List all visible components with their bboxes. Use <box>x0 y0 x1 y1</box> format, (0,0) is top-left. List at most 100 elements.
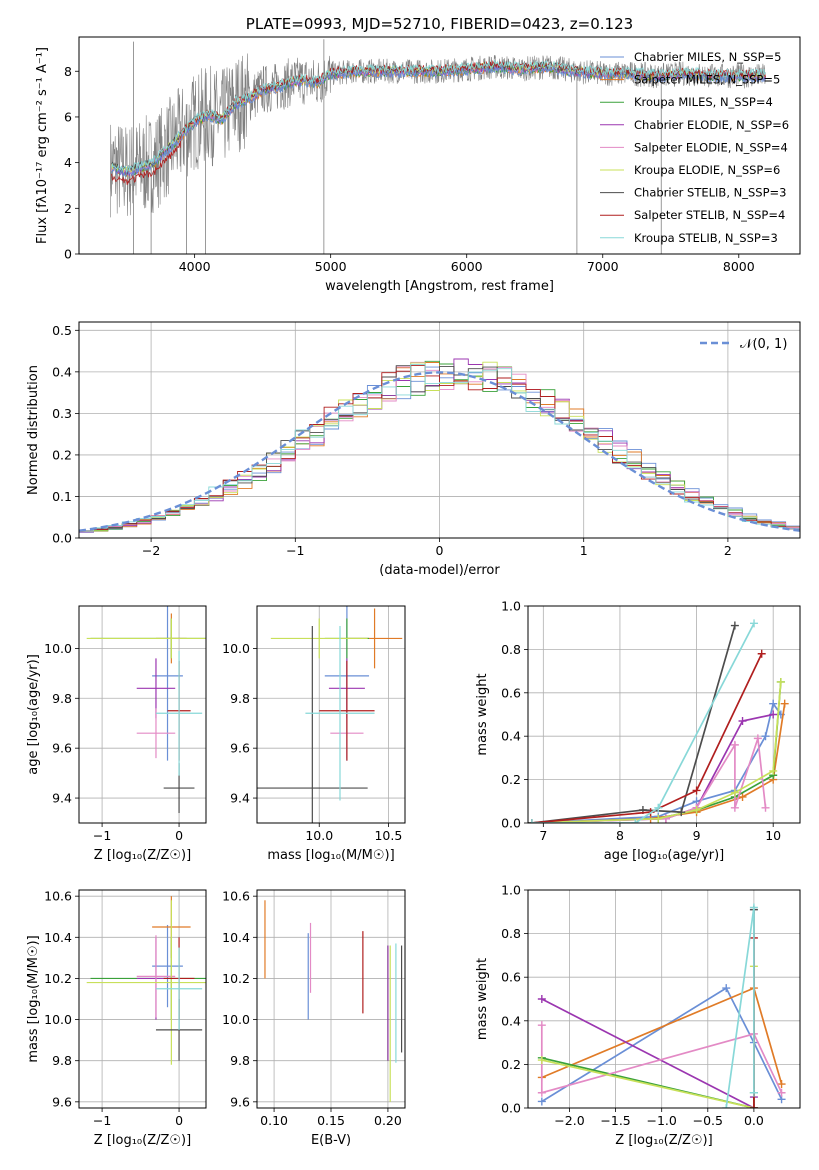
x-tick-label: 8000 <box>723 259 755 274</box>
y-tick-label: 9.8 <box>230 1053 250 1068</box>
axes-frame <box>78 605 207 824</box>
y-tick-label: 10.6 <box>44 889 72 904</box>
x-tick-label: −2 <box>142 543 160 558</box>
plot-area <box>528 619 789 823</box>
y-tick-label: 0.2 <box>52 447 72 462</box>
weight-marker <box>749 1088 758 1097</box>
weight-marker <box>749 1104 758 1108</box>
x-tick-label: 10 <box>765 828 781 843</box>
x-tick-label: 5000 <box>315 259 347 274</box>
weight-marker <box>777 1088 786 1097</box>
x-tick-label: 4000 <box>179 259 211 274</box>
weight-series-7 <box>531 653 763 823</box>
weight-marker <box>661 814 670 823</box>
panel-age-vs-Z: −1 0 9.4 9.6 9.8 10.0 Z [log₁₀(Z/Z☉)] age [log₁… <box>26 605 207 863</box>
y-tick-label: 9.8 <box>52 691 72 706</box>
weight-marker <box>654 803 663 812</box>
y-tick-label: 9.6 <box>230 1094 250 1109</box>
y-tick-label: 0.0 <box>501 816 521 831</box>
legend-entry: Salpeter MILES, N_SSP=5 <box>634 73 780 87</box>
legend-entry: Kroupa ELODIE, N_SSP=6 <box>634 163 780 177</box>
y-tick-label: 9.6 <box>230 741 250 756</box>
x-tick-label: 2 <box>724 543 732 558</box>
weight-marker <box>537 1056 546 1065</box>
legend-entry: Chabrier MILES, N_SSP=5 <box>634 50 781 64</box>
panel-spectrum: 4000 5000 6000 7000 8000 0 2 4 6 8 wavelength [Ang… <box>35 15 801 294</box>
x-tick-label: 0 <box>436 543 444 558</box>
weight-marker <box>692 805 701 814</box>
y-tick-label: 4 <box>64 155 72 170</box>
weight-marker <box>769 710 778 719</box>
x-axis-label: wavelength [Angstrom, rest frame] <box>325 279 554 294</box>
model-spectrum-8 <box>111 60 766 173</box>
y-tick-label: 10.0 <box>222 641 250 656</box>
panel-mass-vs-EBV: 0.10 0.15 0.20 9.6 9.8 10.0 10.2 10.4 10.6 E(B-V) <box>222 889 406 1148</box>
weight-marker <box>738 717 747 726</box>
weight-marker <box>776 677 785 686</box>
y-tick-label: 2 <box>64 201 72 216</box>
weight-marker <box>730 621 739 630</box>
x-tick-label: 10.0 <box>305 828 333 843</box>
axes-frame <box>527 889 801 1109</box>
weight-series-0 <box>541 986 783 1103</box>
weight-series-5 <box>531 681 782 823</box>
axes-frame <box>78 36 801 255</box>
grid <box>79 890 206 1108</box>
legend-entry: Salpeter STELIB, N_SSP=4 <box>634 208 785 222</box>
y-tick-label: 10.4 <box>222 930 250 945</box>
weight-marker <box>777 1080 786 1089</box>
weight-marker <box>537 1088 546 1097</box>
weight-marker <box>769 766 778 775</box>
x-tick-label: −1 <box>286 543 304 558</box>
y-tick-label: 0.4 <box>501 729 521 744</box>
x-tick-label: 0.10 <box>260 1113 288 1128</box>
x-tick-label: 0.15 <box>317 1113 345 1128</box>
y-tick-label: 0.2 <box>501 1057 521 1072</box>
x-tick-label: −0.5 <box>693 1113 723 1128</box>
weight-marker <box>780 699 789 708</box>
y-tick-label: 10.2 <box>44 971 72 986</box>
x-tick-label: −2.0 <box>554 1113 584 1128</box>
weight-series-8 <box>531 623 755 823</box>
y-tick-label: 0.5 <box>52 323 72 338</box>
y-tick-label: 0.4 <box>52 364 72 379</box>
y-tick-label: 0.0 <box>501 1101 521 1116</box>
x-tick-label: 10.5 <box>374 828 402 843</box>
weight-marker <box>677 808 686 817</box>
grid <box>528 605 800 824</box>
plot-area <box>79 358 800 538</box>
panel-age-vs-mass: 10.0 10.5 9.4 9.6 9.8 10.0 mass [log₁₀(M/M☉)] <box>222 605 406 863</box>
legend-entry: Kroupa STELIB, N_SSP=3 <box>634 231 778 245</box>
weight-series-2 <box>531 681 782 823</box>
plot-area <box>264 900 403 1102</box>
x-axis-label: Z [log₁₀(Z/Z☉)] <box>94 848 191 863</box>
plot-area <box>110 39 766 254</box>
legend-entry: Chabrier ELODIE, N_SSP=6 <box>634 118 789 132</box>
x-tick-label: 0.0 <box>744 1113 764 1128</box>
x-axis-label: (data-model)/error <box>379 563 500 578</box>
x-tick-label: 0 <box>175 828 183 843</box>
x-tick-label: 9 <box>693 828 701 843</box>
y-tick-label: 9.6 <box>52 1094 72 1109</box>
weight-marker <box>722 1104 731 1108</box>
weight-marker <box>528 819 536 823</box>
weight-marker <box>753 734 762 743</box>
y-tick-label: 0.8 <box>501 642 521 657</box>
y-tick-label: 9.4 <box>52 791 72 806</box>
plot-area <box>257 606 403 823</box>
weight-series-8 <box>725 907 755 1108</box>
axes-frame <box>256 605 406 824</box>
weight-marker <box>749 903 758 912</box>
weight-series-3 <box>531 713 774 823</box>
y-tick-label: 10.0 <box>44 1012 72 1027</box>
x-tick-label: −1 <box>93 828 111 843</box>
x-tick-label: 8 <box>616 828 624 843</box>
legend: Chabrier MILES, N_SSP=5 Salpeter MILES, N… <box>600 50 789 245</box>
legend-entry: Kroupa MILES, N_SSP=4 <box>634 95 773 109</box>
weight-marker <box>654 814 663 823</box>
x-axis-label: mass [log₁₀(M/M☉)] <box>267 848 394 863</box>
plot-area <box>86 896 206 1065</box>
x-tick-label: 0.20 <box>374 1113 402 1128</box>
weight-marker <box>722 984 731 993</box>
